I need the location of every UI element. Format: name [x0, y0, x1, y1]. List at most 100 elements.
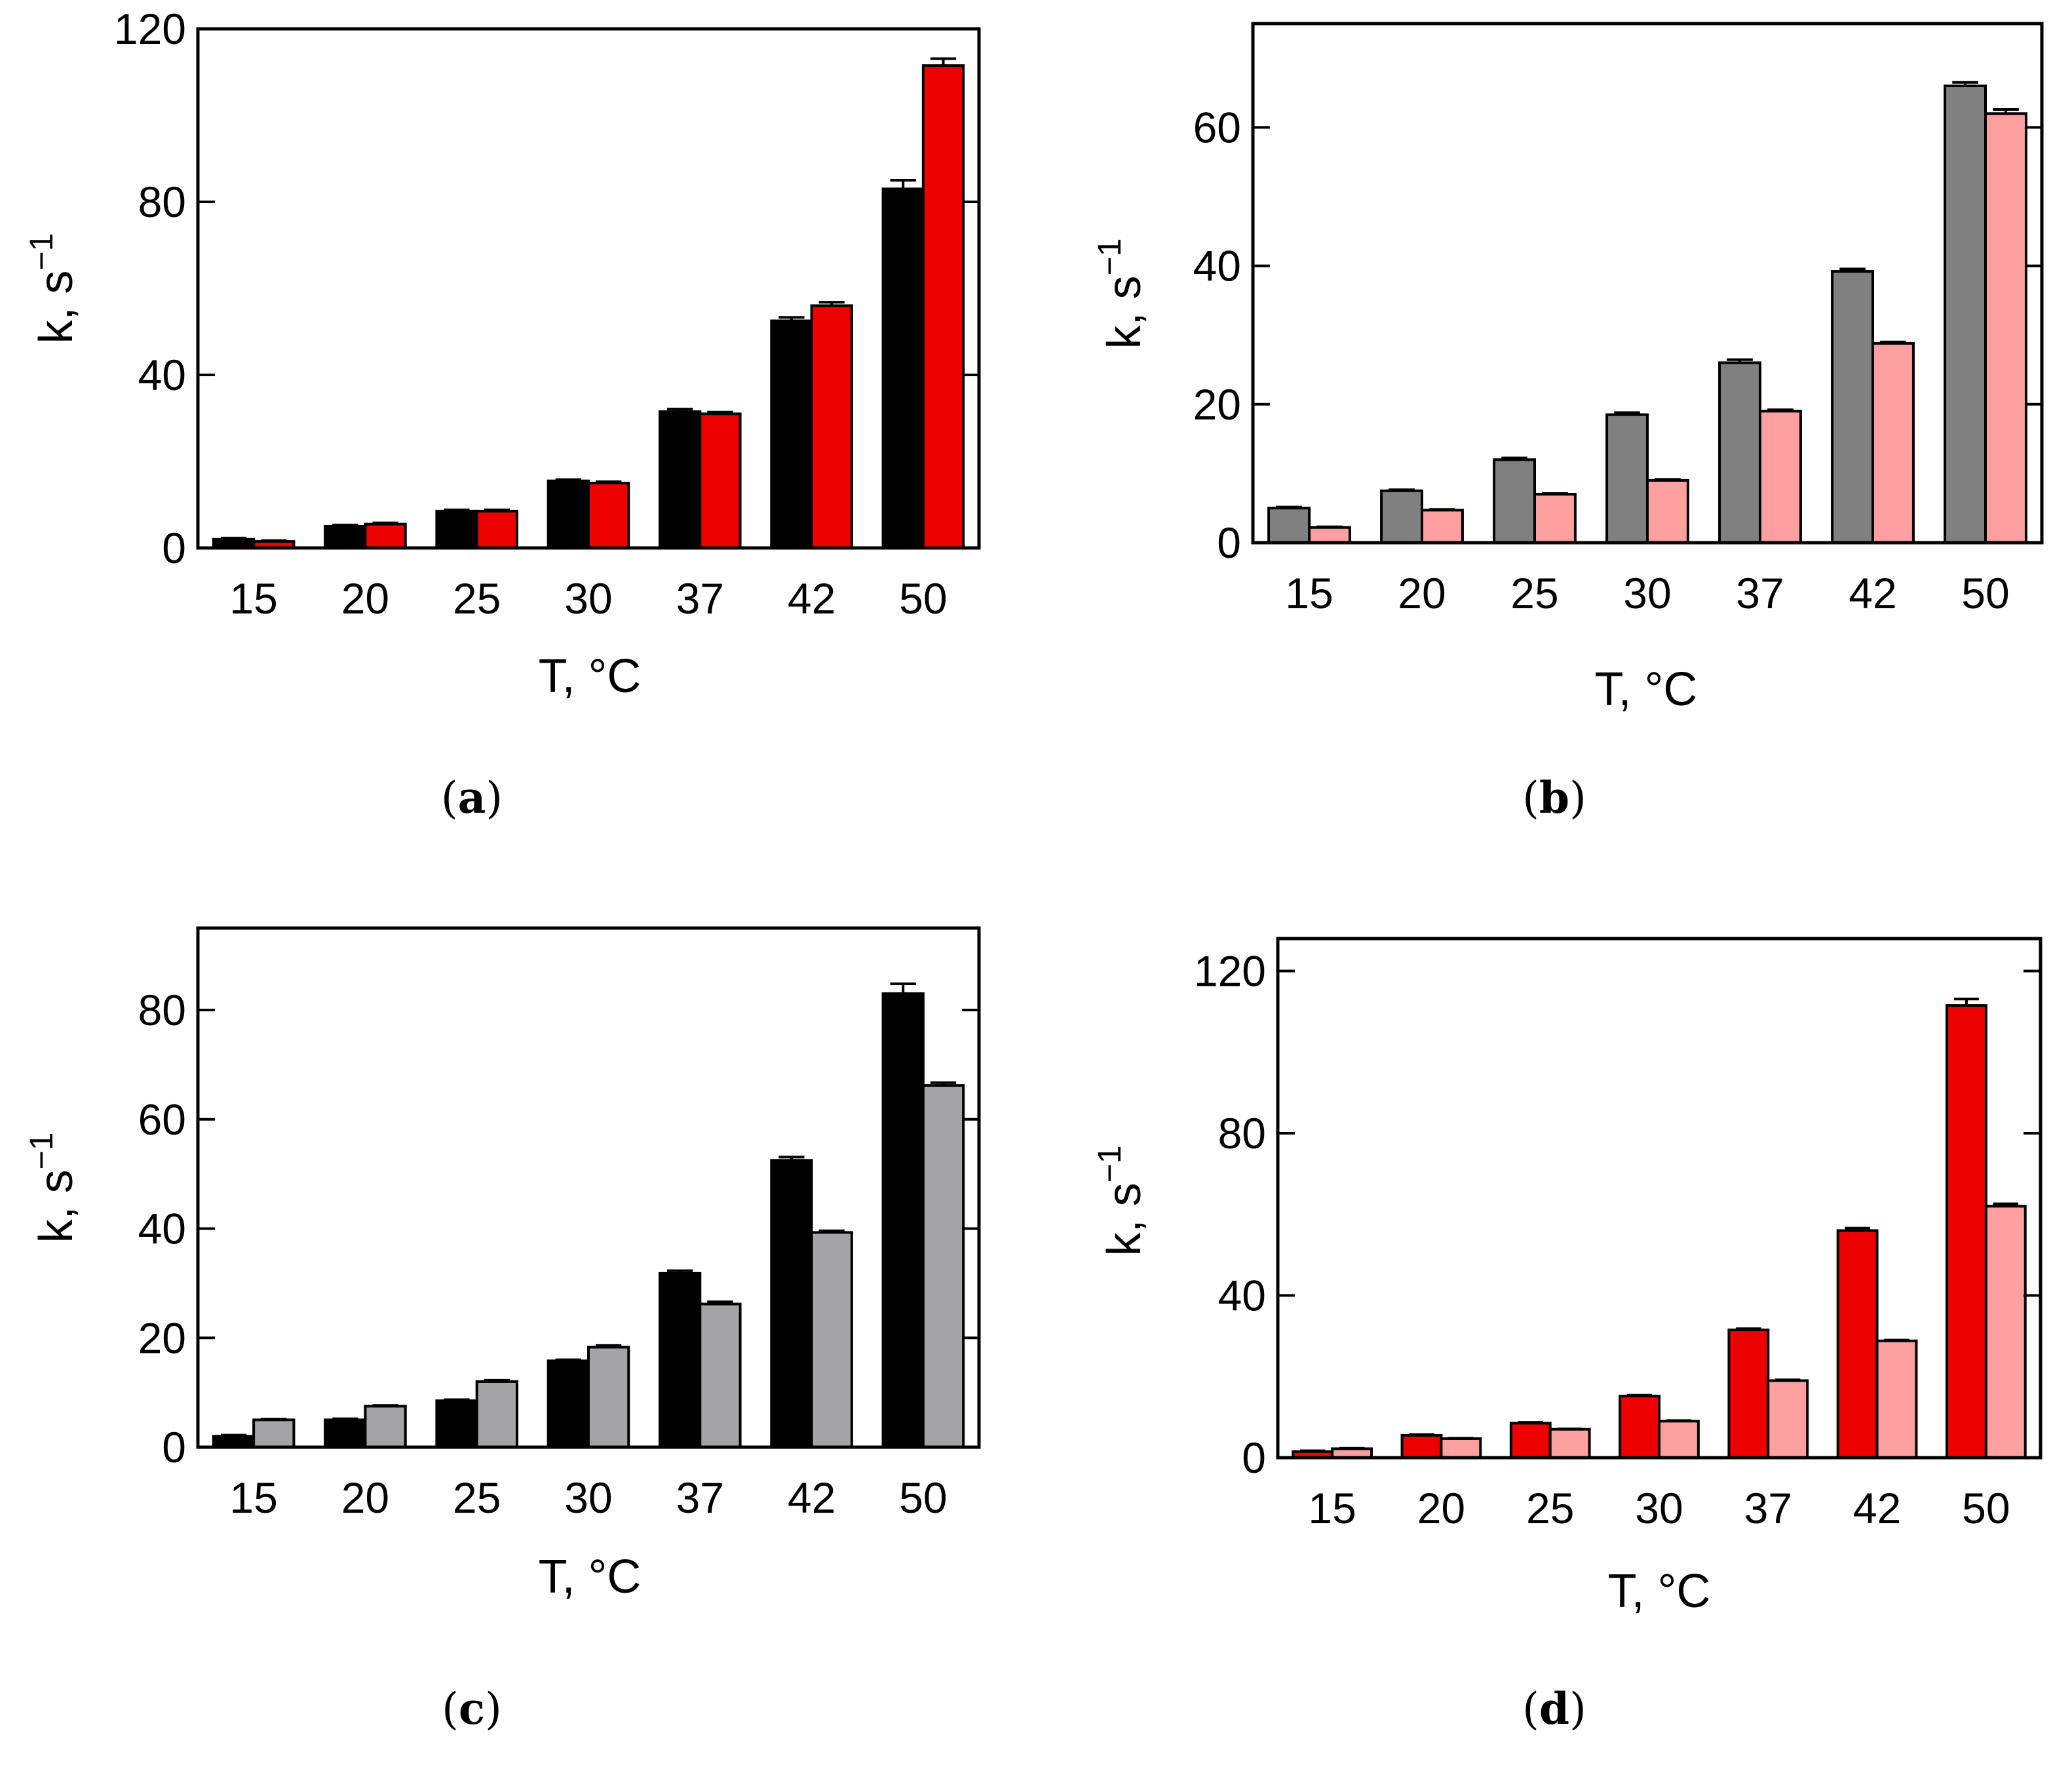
panel-b-error-bar-s2-50	[1993, 107, 2019, 114]
panel-c-x-tick-label-42: 42	[788, 1473, 835, 1522]
panel-c-bar-s2-15	[252, 1418, 296, 1448]
panel-c-bar-s1-37	[658, 1272, 702, 1448]
panel-d-x-tick-label-42: 42	[1853, 1484, 1901, 1532]
panel-b-x-ticks: 15 20 25 30 37 42 50	[1285, 569, 2009, 617]
panel-c-y-tick-label-60: 60	[138, 1095, 186, 1144]
panel-b-x-tick-label-42: 42	[1849, 569, 1896, 617]
panel-c-bar-s1-20	[324, 1418, 367, 1448]
panel-d-x-tick-label-15: 15	[1308, 1484, 1356, 1532]
panel-b-error-bar-s2-15	[1316, 525, 1343, 528]
panel-b-x-tick-label-20: 20	[1398, 569, 1446, 617]
panel-c-error-bar-s2-15	[261, 1418, 287, 1421]
panel-c-error-bar-s1-42	[778, 1156, 805, 1161]
panel-d-error-bar-s1-30	[1626, 1393, 1653, 1397]
panel-d-y-axis-label: k, s−1	[1091, 1145, 1151, 1256]
panel-c-y-ticks: 0 20 40 60 80	[138, 986, 979, 1471]
panel-a-bar-s1-20	[324, 525, 367, 549]
panel-a-error-bar-s1-30	[555, 478, 581, 481]
panel-d-bar-s1-50	[1945, 1004, 1987, 1459]
panel-c-x-ticks: 15 20 25 30 37 42 50	[229, 1473, 947, 1522]
panel-c-y-tick-label-20: 20	[138, 1313, 186, 1362]
panel-d-y-tick-label-120: 120	[1194, 947, 1266, 996]
panel-a-y-tick-label-0: 0	[162, 524, 186, 572]
panel-d-bar-s2-37	[1767, 1379, 1809, 1459]
panel-a-y-tick-label-40: 40	[138, 351, 186, 399]
panel-b-bar-s1-15	[1267, 507, 1311, 545]
panel-c-bar-s1-42	[770, 1159, 813, 1448]
panel-a-error-bar-s1-50	[890, 179, 916, 189]
panel-b-error-bar-s1-50	[1952, 81, 1978, 87]
panel-d-bar-s1-25	[1509, 1422, 1552, 1459]
panel-c-error-bar-s2-30	[596, 1344, 622, 1348]
panel-d-bar-s2-25	[1548, 1428, 1591, 1459]
panel-a-bar-s2-30	[587, 482, 630, 549]
panel-b-error-bar-s1-20	[1389, 488, 1415, 492]
panel-a-bar-s2-50	[921, 64, 965, 550]
panel-d-bar-s1-42	[1836, 1229, 1879, 1459]
panel-c-error-bar-s2-20	[372, 1404, 398, 1407]
panel-b-plot-frame	[1251, 22, 2044, 545]
panel-a-x-tick-label-15: 15	[229, 574, 277, 623]
panel-b-error-bar-s1-15	[1276, 505, 1302, 509]
panel-c-bar-s2-25	[475, 1380, 519, 1449]
panel-c-error-bar-s1-20	[332, 1417, 358, 1420]
panel-c-error-bar-s2-37	[707, 1300, 733, 1304]
panel-b-bar-s1-20	[1380, 489, 1424, 544]
panel-b-x-tick-label-50: 50	[1961, 569, 2009, 617]
panel-a-x-tick-label-42: 42	[788, 574, 835, 623]
panel-a-bar-s2-25	[475, 509, 519, 550]
panel-c-x-tick-label-37: 37	[676, 1473, 724, 1522]
panel-b-caption: (b)	[1522, 772, 1586, 823]
panel-a-error-bar-s2-30	[596, 480, 622, 484]
panel-a-bar-s1-30	[547, 479, 590, 550]
panel-a-error-bar-s1-20	[332, 524, 358, 527]
panel-c-bar-s1-50	[881, 992, 925, 1448]
panel-b-error-bar-s2-37	[1767, 408, 1794, 412]
panel-c-error-bar-s1-30	[555, 1358, 581, 1361]
panel-d-y-tick-label-0: 0	[1242, 1433, 1266, 1482]
panel-c-bar-s2-20	[364, 1405, 407, 1448]
panel-d-x-tick-label-37: 37	[1744, 1484, 1792, 1532]
panel-d-error-bar-s2-15	[1339, 1447, 1365, 1450]
panel-a-error-bar-s2-37	[707, 410, 733, 414]
panel-d-y-tick-label-40: 40	[1218, 1272, 1266, 1320]
panel-a-bar-s1-50	[881, 187, 925, 549]
panel-d-x-axis-label: T, °C	[1608, 1565, 1711, 1618]
panel-a-x-axis-label: T, °C	[539, 650, 642, 703]
panel-b-y-tick-label-40: 40	[1193, 242, 1241, 290]
panel-c-x-tick-label-30: 30	[564, 1473, 612, 1522]
panel-d-error-bar-s2-50	[1993, 1202, 2018, 1207]
panel-b-error-bar-s1-42	[1839, 267, 1866, 272]
panel-a-bar-s2-37	[699, 412, 742, 550]
panel-d-bar-s2-50	[1984, 1205, 2027, 1459]
panel-a-caption: (a)	[441, 772, 503, 823]
panel-b-error-bar-s1-30	[1614, 411, 1640, 415]
panel-d-bar-s1-37	[1727, 1329, 1770, 1459]
panel-a-y-tick-label-80: 80	[138, 178, 186, 226]
panel-c-x-tick-label-25: 25	[453, 1473, 501, 1522]
panel-a-error-bar-s2-42	[818, 301, 845, 306]
panel-a-y-axis-label: k, s−1	[23, 233, 83, 343]
panel-d-bars	[1292, 998, 2027, 1460]
panel-d-x-tick-label-20: 20	[1417, 1484, 1465, 1532]
panel-a-error-bar-s1-42	[778, 316, 805, 321]
panel-a-x-ticks: 15 20 25 30 37 42 50	[229, 574, 947, 623]
panel-b-error-bar-s1-37	[1727, 358, 1753, 363]
panel-d-y-tick-label-80: 80	[1218, 1109, 1266, 1157]
panel-b-x-tick-label-30: 30	[1623, 569, 1671, 617]
panel-d-x-tick-label-30: 30	[1635, 1484, 1683, 1532]
panel-a-error-bar-s1-25	[444, 508, 470, 511]
panel-d-error-bar-s1-25	[1518, 1421, 1543, 1424]
panel-c-error-bar-s1-50	[890, 982, 916, 994]
panel-a-error-bar-s1-15	[220, 536, 247, 539]
panel-b-x-tick-label-37: 37	[1736, 569, 1784, 617]
panel-a-y-ticks: 0 40 80 120	[114, 5, 979, 572]
panel-c-bar-s2-37	[699, 1302, 742, 1448]
panel-c-bar-s1-30	[547, 1359, 590, 1448]
panel-b-y-axis-label: k, s−1	[1091, 238, 1151, 349]
panel-b-bar-s1-25	[1493, 458, 1537, 545]
panel-b-bar-s1-42	[1831, 270, 1875, 544]
panel-c-bar-s2-50	[921, 1084, 965, 1448]
panel-c-caption: (c)	[442, 1683, 502, 1734]
